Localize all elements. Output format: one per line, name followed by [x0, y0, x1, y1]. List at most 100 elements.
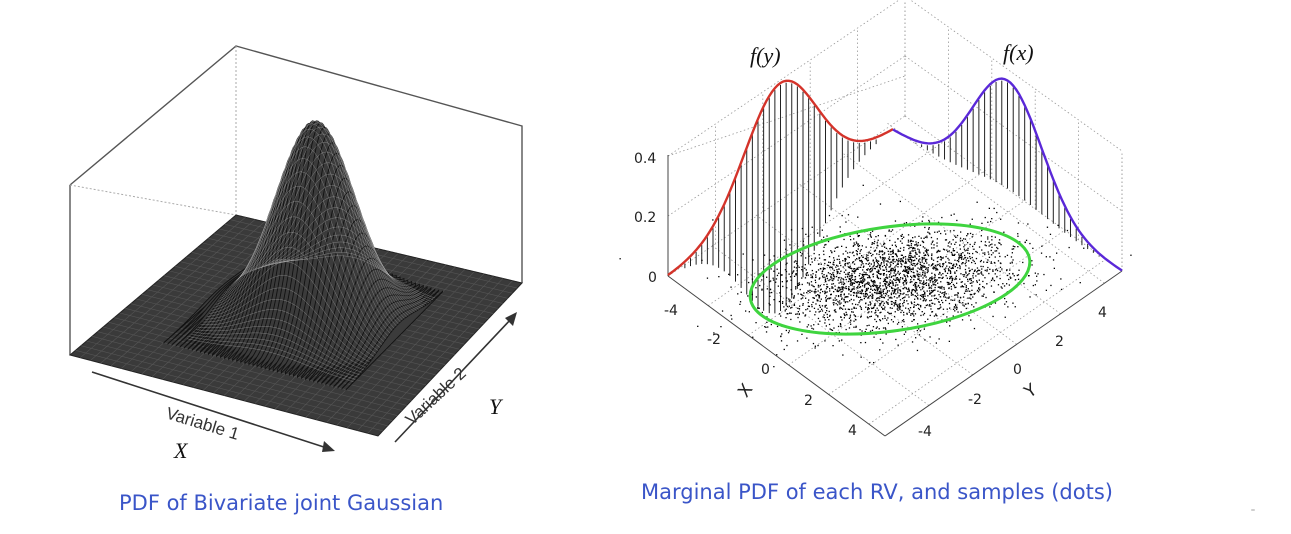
y-axis-title: Y: [1020, 380, 1041, 403]
sample-dot: [901, 297, 904, 300]
sample-dot: [1011, 252, 1013, 254]
right-caption: Marginal PDF of each RV, and samples (do…: [641, 480, 1113, 504]
sample-dot: [815, 303, 817, 305]
sample-dot: [937, 249, 940, 252]
sample-dot: [841, 291, 843, 293]
sample-dot: [769, 304, 771, 306]
sample-dot: [872, 259, 874, 261]
sample-dot: [880, 295, 883, 297]
sample-dot: [979, 260, 982, 263]
sample-dot: [844, 314, 846, 317]
sample-dot: [894, 288, 896, 291]
sample-dot: [854, 268, 856, 270]
sample-dot: [841, 297, 843, 299]
sample-dot: [905, 266, 907, 268]
sample-dot: [839, 308, 841, 310]
sample-dot: [952, 254, 954, 256]
sample-dot: [783, 348, 785, 351]
sample-dot: [970, 298, 972, 300]
sample-dot: [920, 269, 922, 271]
sample-dot: [877, 288, 879, 290]
sample-dot: [895, 338, 897, 341]
sample-dot: [936, 264, 938, 266]
sample-dot: [882, 251, 884, 253]
sample-dot: [887, 311, 889, 313]
sample-dot: [883, 293, 885, 295]
sample-dot: [905, 287, 907, 289]
sample-dot: [995, 268, 998, 270]
sample-dot: [954, 271, 956, 273]
sample-dot: [921, 256, 923, 259]
sample-dot: [1029, 242, 1031, 245]
sample-dot: [897, 266, 899, 268]
sample-dot: [915, 241, 917, 243]
sample-dot: [843, 271, 845, 273]
sample-dot: [860, 298, 862, 301]
sample-dot: [871, 270, 873, 272]
sample-dot: [963, 274, 966, 276]
sample-dot: [907, 234, 910, 236]
sample-dot: [869, 301, 872, 303]
sample-dot: [840, 324, 842, 326]
sample-dot: [759, 284, 761, 287]
sample-dot: [869, 330, 872, 332]
sample-dot: [840, 264, 842, 267]
sample-dot: [892, 256, 894, 258]
sample-dot: [802, 240, 804, 242]
sample-dot: [980, 235, 982, 237]
sample-dot: [811, 269, 813, 272]
sample-dot: [924, 293, 926, 295]
sample-dot: [920, 314, 922, 317]
sample-dot: [879, 285, 881, 288]
sample-dot: [824, 262, 826, 265]
sample-dot: [842, 266, 844, 268]
sample-dot: [948, 296, 950, 298]
sample-dot: [875, 309, 877, 311]
sample-dot: [888, 229, 890, 231]
sample-dot: [919, 244, 922, 246]
sample-dot: [999, 266, 1002, 268]
sample-dot: [977, 273, 979, 275]
sample-dot: [992, 315, 994, 318]
sample-dot: [823, 317, 826, 319]
sample-dot: [907, 303, 909, 305]
sample-dot: [813, 324, 815, 326]
sample-dot: [839, 306, 841, 309]
sample-dot: [858, 281, 860, 283]
variable-1-axis-arrow: [91, 371, 331, 450]
sample-dot: [954, 272, 956, 274]
sample-dot: [880, 251, 882, 253]
plot-grid: [667, 0, 1123, 425]
sample-dot: [978, 287, 980, 289]
peak-mesh-line: [187, 338, 354, 382]
sample-dot: [872, 281, 875, 283]
sample-dot: [829, 315, 831, 317]
sample-dot: [884, 278, 887, 281]
sample-dot: [929, 300, 931, 302]
sample-dot: [858, 256, 860, 259]
sample-dot: [855, 307, 857, 309]
sample-dot: [863, 280, 865, 283]
sample-dot: [934, 281, 936, 283]
peak-mesh-line: [206, 275, 372, 360]
sample-dot: [975, 275, 977, 277]
grid-line: [909, 0, 1123, 152]
sample-dot: [934, 276, 936, 278]
sample-dot: [793, 275, 796, 277]
sample-dot: [859, 278, 861, 280]
sample-dot: [874, 303, 876, 305]
sample-dot: [959, 278, 961, 280]
sample-dot: [865, 328, 867, 330]
sample-dot: [834, 297, 836, 299]
sample-dot: [840, 291, 842, 293]
sample-dot: [964, 244, 966, 246]
sample-dot: [790, 289, 792, 291]
sample-dot: [892, 250, 894, 252]
sample-dot: [883, 297, 885, 299]
sample-dot: [986, 261, 989, 263]
sample-dot: [867, 308, 869, 310]
sample-dot: [831, 277, 833, 279]
sample-dot: [820, 263, 822, 265]
sample-dot: [785, 303, 787, 305]
sample-dot: [1008, 278, 1010, 281]
